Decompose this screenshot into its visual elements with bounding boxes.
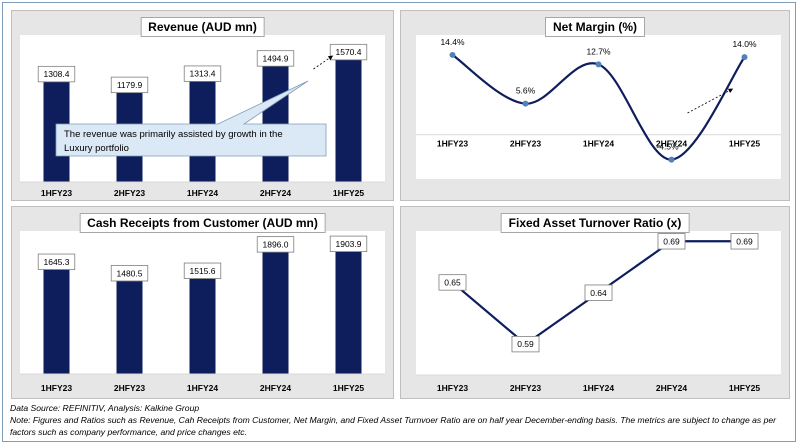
data-source-note: Data Source: REFINITIV, Analysis: Kalkin… [10,403,200,413]
revenue-chart-title: Revenue (AUD mn) [140,17,265,37]
cash-receipts-value-label-3-box [256,236,295,253]
cash-receipts-value-label-0-box [37,253,76,270]
revenue-value-label-1-box [110,76,149,94]
cash-receipts-bar-0 [43,259,70,374]
cash-receipts-bar-2 [189,268,216,374]
cash-receipts-bar-4 [335,241,362,374]
revenue-bar-3 [262,56,289,182]
fixed-asset-turnover-x-tick-4: 1HFY25 [729,383,760,393]
revenue-value-label-2: 1313.4 [190,69,216,79]
cash-receipts-x-tick-4: 1HFY25 [333,383,364,393]
net-margin-x-tick-1: 2HFY23 [510,139,541,149]
net-margin-series-line [451,54,746,161]
fixed-asset-turnover-x-tick-0: 1HFY23 [437,383,468,393]
fixed-asset-turnover-chart-title: Fixed Asset Turnover Ratio (x) [500,213,690,233]
revenue-x-tick-0: 1HFY23 [41,188,72,198]
net-margin-value-label-4: 14.0% [732,39,757,49]
net-margin-x-tick-4: 1HFY25 [729,139,760,149]
revenue-callout-text-line-2: Luxury portfolio [64,143,129,154]
fixed-asset-turnover-value-label-4: 0.69 [736,236,753,246]
disclaimer-note: Note: Figures and Ratios such as Revenue… [10,415,777,425]
cash-receipts-chart: 1645.3 1480.5 1515.6 1896.0 1903.9 1HFY23 2HFY… [20,231,385,393]
cash-receipts-chart-panel: 1645.3 1480.5 1515.6 1896.0 1903.9 1HFY23 2HFY… [11,206,394,399]
cash-receipts-value-label-1: 1480.5 [117,268,143,278]
net-margin-x-tick-3: 2HFY24 [656,139,687,149]
fixed-asset-turnover-value-label-0: 0.65 [444,277,461,287]
net-margin-value-label-3: -4.5% [656,142,679,152]
net-margin-x-tick-2: 1HFY24 [583,139,614,149]
revenue-callout-shape [55,80,327,157]
cash-receipts-value-label-2-box [183,262,222,279]
fixed-asset-turnover-value-label-3-box [657,233,686,250]
fixed-asset-turnover-chart-panel: 0.65 0.59 0.64 0.69 0.69 1HFY23 2HFY23 1HFY24 2H… [400,206,790,399]
revenue-value-label-3-box [256,50,295,67]
report-frame: 1308.4 1179.9 1313.4 1494.9 1570.4 1HFY23 2HFY… [2,2,796,442]
net-margin-value-label-1: 5.6% [516,86,536,96]
revenue-value-label-0-box [37,65,76,83]
revenue-callout-text-line-1: The revenue was primarily assisted by gr… [64,129,283,140]
cash-receipts-x-tick-1: 2HFY23 [114,383,145,393]
fixed-asset-turnover-x-tick-2: 1HFY24 [583,383,614,393]
net-margin-trend-arrow [687,88,734,114]
net-margin-point-3 [668,156,675,163]
revenue-x-tick-2: 1HFY24 [187,188,218,198]
revenue-value-label-2-box [183,65,222,82]
revenue-chart: 1308.4 1179.9 1313.4 1494.9 1570.4 1HFY23 2HFY… [20,35,385,198]
cash-receipts-x-tick-0: 1HFY23 [41,383,72,393]
cash-receipts-x-tick-3: 2HFY24 [260,383,291,393]
net-margin-point-0 [449,51,456,58]
revenue-value-label-1: 1179.9 [117,80,143,90]
fixed-asset-turnover-value-label-2-box [584,284,613,301]
revenue-x-tick-4: 1HFY25 [333,188,364,198]
revenue-bar-4 [335,50,362,183]
fixed-asset-turnover-x-tick-3: 2HFY24 [656,383,687,393]
revenue-chart-panel: 1308.4 1179.9 1313.4 1494.9 1570.4 1HFY23 2HFY… [11,10,394,201]
net-margin-chart-title: Net Margin (%) [545,17,645,37]
net-margin-point-4 [741,54,748,61]
cash-receipts-value-label-4: 1903.9 [336,239,362,249]
revenue-x-tick-3: 2HFY24 [260,188,291,198]
fixed-asset-turnover-value-label-1-box [511,335,540,353]
fixed-asset-turnover-value-label-2: 0.64 [590,288,607,298]
fixed-asset-turnover-value-label-0-box [438,274,467,291]
net-margin-point-2 [595,61,602,68]
revenue-value-label-4-box [329,43,368,61]
cash-receipts-bar-3 [262,242,289,374]
cash-receipts-value-label-2: 1515.6 [190,266,216,276]
cash-receipts-x-tick-2: 1HFY24 [187,383,218,393]
net-margin-point-1 [522,100,529,107]
revenue-value-label-4: 1570.4 [336,47,362,57]
revenue-callout: The revenue was primarily assisted by gr… [55,80,327,157]
fixed-asset-turnover-value-label-3: 0.69 [663,236,680,246]
net-margin-chart-panel: 14.4% 5.6% 12.7% -4.5% 14.0% 1HFY23 2HFY23 1HFY… [400,10,790,201]
disclaimer-note-continued: factors such as company performance, and… [10,427,247,437]
cash-receipts-bar-1 [116,271,143,374]
revenue-value-label-0: 1308.4 [44,69,70,79]
fixed-asset-turnover-chart: 0.65 0.59 0.64 0.69 0.69 1HFY23 2HFY23 1HFY24 2H… [416,231,781,393]
fixed-asset-turnover-value-label-1: 0.59 [517,339,534,349]
cash-receipts-value-label-0: 1645.3 [44,257,70,267]
cash-receipts-chart-title: Cash Receipts from Customer (AUD mn) [79,213,326,233]
net-margin-value-label-0: 14.4% [440,37,465,47]
net-margin-plot-area [416,35,781,179]
cash-receipts-value-label-4-box [329,235,368,252]
net-margin-chart: 14.4% 5.6% 12.7% -4.5% 14.0% 1HFY23 2HFY23 1HFY… [416,35,781,179]
fixed-asset-turnover-x-tick-1: 2HFY23 [510,383,541,393]
cash-receipts-value-label-1-box [110,265,149,282]
revenue-value-label-3: 1494.9 [263,53,289,63]
footer-notes: Data Source: REFINITIV, Analysis: Kalkin… [10,402,790,438]
net-margin-value-label-2: 12.7% [586,46,611,56]
fixed-asset-turnover-plot-area [416,231,781,375]
net-margin-x-tick-0: 1HFY23 [437,139,468,149]
revenue-x-tick-1: 2HFY23 [114,188,145,198]
fixed-asset-turnover-value-label-4-box [730,233,759,250]
cash-receipts-value-label-3: 1896.0 [263,239,289,249]
